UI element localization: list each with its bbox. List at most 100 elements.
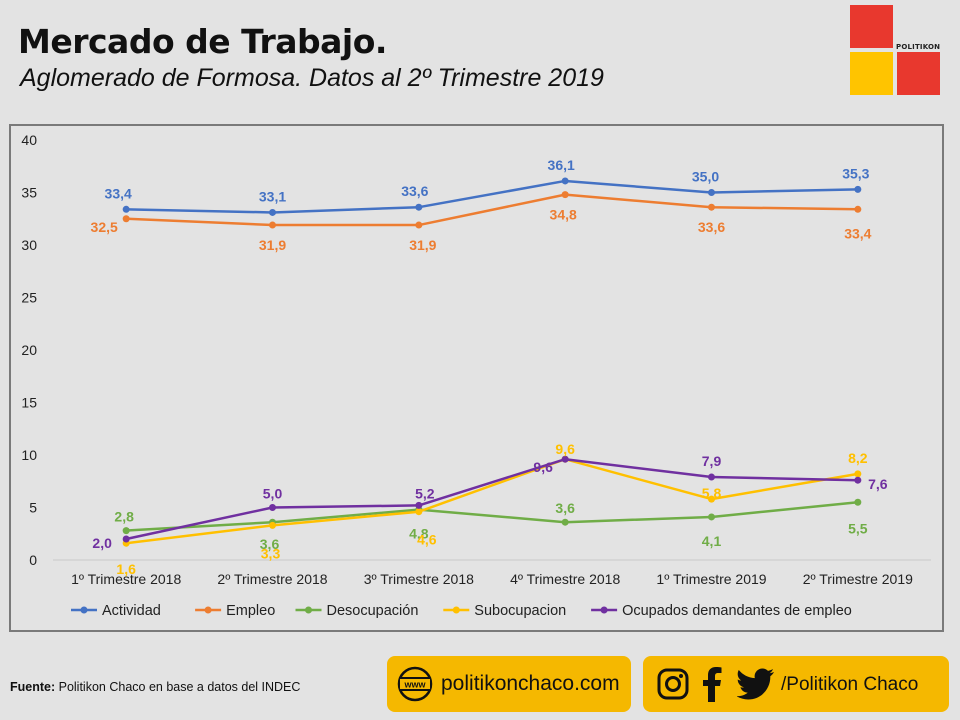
data-point: [561, 518, 569, 526]
y-tick-label: 5: [29, 500, 37, 516]
legend-entry: Actividad: [102, 603, 161, 619]
y-tick-label: 25: [21, 290, 37, 306]
svg-text:www: www: [403, 680, 426, 690]
data-point: [122, 205, 130, 213]
data-label: 33,4: [844, 225, 871, 241]
data-label: 4,8: [409, 526, 429, 542]
politikon-logo: POLITIKON: [850, 5, 940, 95]
logo-square-red-bottom: [897, 52, 940, 95]
data-label: 5,5: [848, 520, 868, 536]
social-handle-text[interactable]: /Politikon Chaco: [781, 674, 919, 695]
facebook-icon[interactable]: [701, 666, 723, 702]
data-label: 3,6: [555, 500, 575, 516]
legend-swatch-marker: [600, 606, 608, 614]
legend-swatch-marker: [80, 606, 88, 614]
y-tick-label: 10: [21, 447, 37, 463]
data-label: 33,6: [401, 183, 428, 199]
y-tick-label: 15: [21, 395, 37, 411]
www-globe-icon: www: [397, 666, 433, 702]
data-point: [269, 521, 276, 529]
data-label: 31,9: [259, 237, 286, 253]
source-note: Fuente: Politikon Chaco en base a datos …: [10, 680, 300, 694]
data-point: [854, 185, 862, 193]
data-label: 8,2: [848, 450, 868, 466]
data-label: 33,6: [698, 219, 725, 235]
data-point: [415, 508, 423, 516]
data-point: [854, 498, 862, 506]
logo-square-red-top: [850, 5, 893, 48]
legend-entry: Subocupacion: [474, 603, 566, 619]
data-label: 1,6: [116, 561, 136, 577]
data-label: 7,9: [702, 453, 722, 469]
data-label: 3,3: [261, 545, 281, 561]
page-subtitle: Aglomerado de Formosa. Datos al 2º Trime…: [20, 64, 604, 92]
instagram-icon[interactable]: [657, 668, 689, 700]
legend-swatch-marker: [452, 606, 460, 614]
data-point: [708, 513, 715, 521]
x-tick-label: 1º Trimestre 2019: [656, 571, 766, 587]
data-point: [269, 221, 276, 229]
data-label: 7,6: [868, 476, 888, 492]
data-label: 33,1: [259, 188, 286, 204]
data-label: 4,6: [417, 532, 437, 548]
series-line: [126, 193, 858, 227]
website-text[interactable]: politikonchaco.com: [441, 672, 620, 695]
data-point: [708, 473, 715, 481]
data-point: [122, 215, 130, 223]
y-tick-label: 20: [21, 342, 37, 358]
data-label: 36,1: [548, 157, 575, 173]
data-label: 9,6: [555, 441, 575, 457]
data-point: [561, 191, 569, 199]
chart-frame: 0 5 10 15 20 25 30 35 40 1º Trimestre 2018 2º Trim…: [9, 124, 944, 632]
data-label: 3,6: [260, 536, 280, 552]
website-badge[interactable]: www politikonchaco.com: [387, 656, 631, 712]
data-point: [854, 476, 862, 484]
social-badge[interactable]: /Politikon Chaco: [643, 656, 949, 712]
data-label: 4,1: [702, 533, 722, 549]
data-point: [708, 495, 715, 503]
data-label: 34,8: [550, 207, 577, 223]
data-point: [561, 177, 569, 185]
legend-entry: Ocupados demandantes de empleo: [622, 603, 852, 619]
data-label: 31,9: [409, 237, 436, 253]
line-chart: 0 5 10 15 20 25 30 35 40 1º Trimestre 2018 2º Trim…: [21, 132, 931, 619]
legend-swatch-marker: [305, 606, 312, 614]
x-tick-label: 3º Trimestre 2018: [364, 571, 474, 587]
data-label: 2,8: [114, 509, 134, 525]
data-label: 35,0: [692, 169, 719, 185]
logo-text: POLITIKON: [896, 43, 941, 51]
data-point: [854, 470, 862, 478]
data-label: 33,4: [105, 185, 132, 201]
data-point: [415, 501, 423, 509]
data-point: [269, 504, 276, 511]
data-point: [122, 535, 130, 543]
data-point: [561, 455, 569, 463]
x-tick-label: 1º Trimestre 2018: [71, 571, 181, 587]
legend-swatch-marker: [204, 606, 212, 614]
data-point: [269, 208, 276, 216]
data-point: [122, 527, 130, 535]
data-label: 5,8: [702, 485, 722, 501]
source-text: Politikon Chaco en base a datos del INDE…: [55, 680, 301, 694]
y-tick-label: 30: [21, 237, 37, 253]
series-line: [126, 457, 859, 545]
page-title: Mercado de Trabajo.: [18, 22, 387, 61]
data-point: [854, 205, 862, 213]
y-tick-label: 40: [21, 132, 37, 148]
data-point: [708, 189, 715, 196]
series-line: [126, 179, 858, 214]
logo-square-yellow: [850, 52, 893, 95]
y-tick-label: 0: [29, 552, 37, 568]
series-line: [125, 457, 858, 541]
legend-entry: Desocupación: [327, 603, 419, 619]
data-point: [415, 203, 423, 211]
legend-entry: Empleo: [226, 603, 275, 619]
source-label: Fuente:: [10, 680, 56, 694]
data-label: 32,5: [91, 219, 118, 235]
x-tick-label: 2º Trimestre 2019: [803, 571, 913, 587]
data-label: 2,0: [92, 535, 112, 551]
data-label: 9,6: [533, 459, 553, 475]
data-label: 5,0: [263, 486, 283, 502]
x-tick-label: 2º Trimestre 2018: [217, 571, 327, 587]
twitter-icon[interactable]: [737, 668, 775, 700]
